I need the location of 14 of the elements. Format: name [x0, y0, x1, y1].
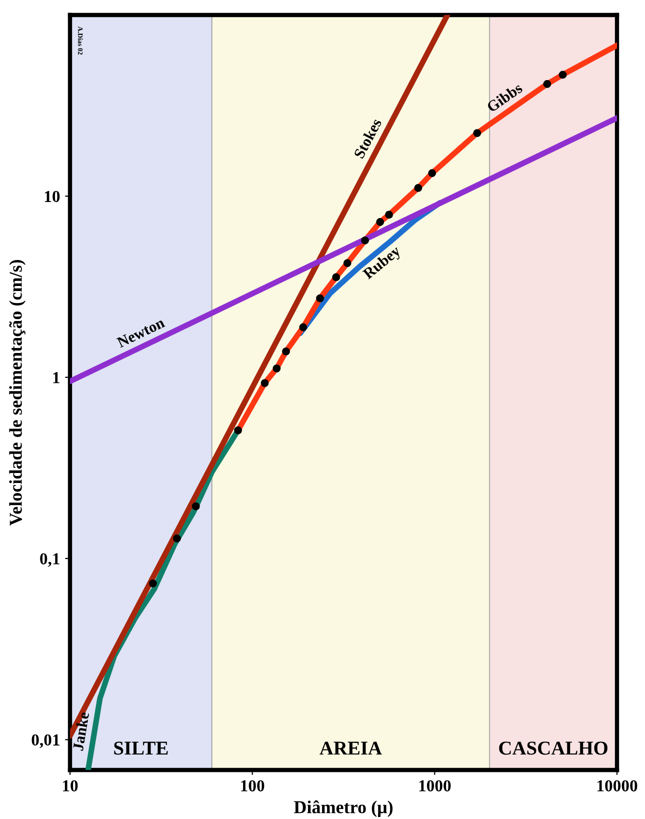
- x-tick-label: 10000: [598, 780, 638, 792]
- y-tick-label: 10: [44, 190, 60, 202]
- text: Janke: [72, 712, 90, 751]
- y-tick-label: 1: [53, 372, 60, 384]
- y-tick-label: 0,1: [40, 553, 60, 567]
- y-tick-label: 0,01: [32, 734, 60, 748]
- y-axis-title: Velocidade de sedimentação (cm/s): [9, 260, 26, 526]
- band-label: CASCALHO: [499, 742, 608, 755]
- band-label: SILTE: [114, 742, 168, 755]
- x-tick-label: 1000: [419, 780, 451, 792]
- x-tick-label: 10: [63, 780, 78, 792]
- band-label: AREIA: [320, 742, 382, 755]
- x-tick-label: 100: [241, 780, 264, 792]
- x-axis-title: Diâmetro (μ): [294, 800, 393, 817]
